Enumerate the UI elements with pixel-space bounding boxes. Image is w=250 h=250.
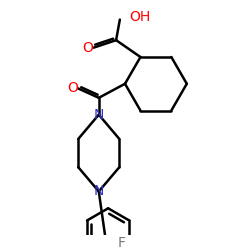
Text: O: O <box>82 41 94 55</box>
Text: F: F <box>118 236 126 250</box>
Text: O: O <box>67 82 78 96</box>
Text: N: N <box>94 108 104 122</box>
Text: N: N <box>94 184 104 198</box>
Text: OH: OH <box>129 10 150 24</box>
